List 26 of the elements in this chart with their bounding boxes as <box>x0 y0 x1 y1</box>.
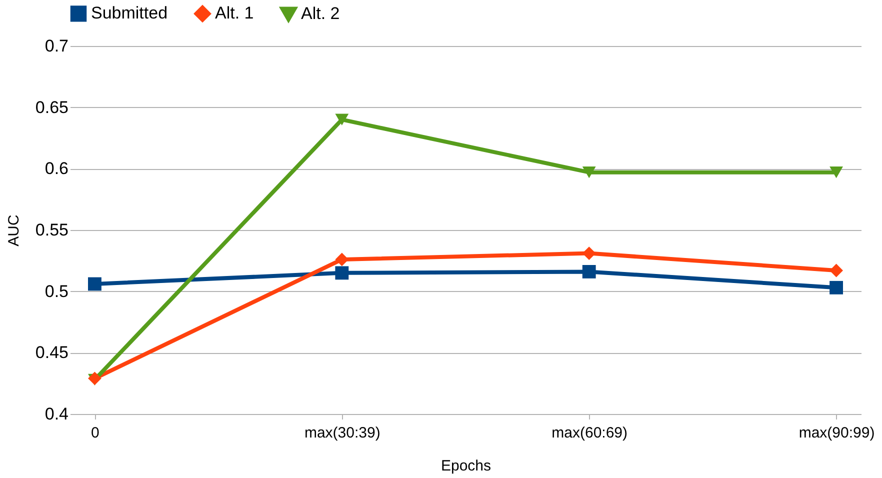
y-axis-title: AUC <box>5 214 22 246</box>
point <box>335 266 349 280</box>
y-tick-label: 0.5 <box>44 282 68 301</box>
x-tick-label: 0 <box>91 424 100 442</box>
point <box>88 277 102 291</box>
y-tick-label: 0.7 <box>44 36 68 56</box>
point <box>830 264 843 278</box>
y-tick-label: 0.65 <box>35 98 68 117</box>
legend-label: Submitted <box>91 4 168 23</box>
point <box>582 166 596 178</box>
legend-label: Alt. 2 <box>301 4 340 24</box>
point <box>335 114 349 126</box>
legend-label: Alt. 1 <box>215 4 254 23</box>
point <box>582 246 596 260</box>
point <box>830 280 843 294</box>
x-tick-label: max(60:69) <box>552 424 628 442</box>
point <box>582 265 596 278</box>
y-tick-label: 0.55 <box>35 220 68 240</box>
x-tick-label: max(30:39) <box>304 424 380 442</box>
x-tick-label: max(90:99) <box>798 424 875 442</box>
y-tick-label: 0.4 <box>44 404 68 424</box>
y-tick-label: 0.6 <box>44 159 68 178</box>
y-tick-label: 0.45 <box>35 343 68 362</box>
x-axis-title: Epochs <box>440 458 492 474</box>
point <box>830 166 843 178</box>
point <box>335 252 349 266</box>
